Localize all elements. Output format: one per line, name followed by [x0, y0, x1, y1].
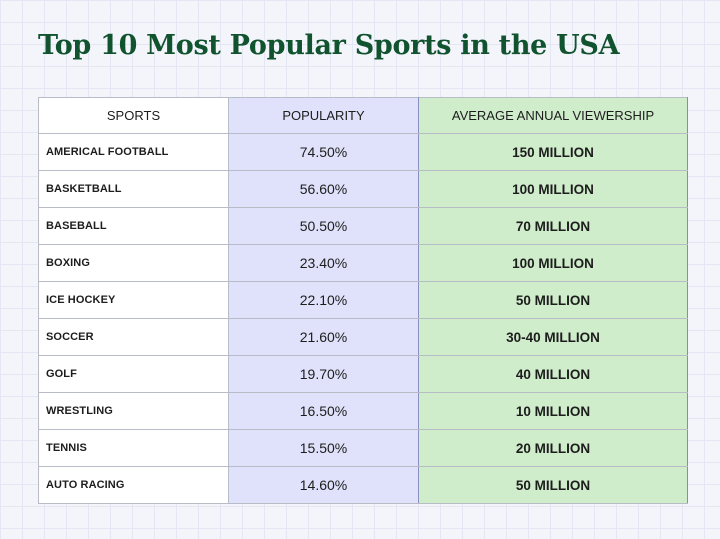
table-row: WRESTLING 16.50% 10 MILLION: [38, 392, 688, 430]
popularity-cell: 14.60%: [228, 466, 419, 504]
sport-cell: WRESTLING: [38, 392, 229, 430]
viewership-cell: 40 MILLION: [418, 355, 688, 393]
popularity-cell: 22.10%: [228, 281, 419, 319]
viewership-cell: 10 MILLION: [418, 392, 688, 430]
popularity-cell: 19.70%: [228, 355, 419, 393]
sport-cell: GOLF: [38, 355, 229, 393]
viewership-cell: 100 MILLION: [418, 244, 688, 282]
sport-cell: SOCCER: [38, 318, 229, 356]
sport-cell: AUTO RACING: [38, 466, 229, 504]
popularity-cell: 23.40%: [228, 244, 419, 282]
sport-cell: BASEBALL: [38, 207, 229, 245]
popularity-cell: 15.50%: [228, 429, 419, 467]
table-row: AMERICAL FOOTBALL 74.50% 150 MILLION: [38, 133, 688, 171]
header-popularity: POPULARITY: [228, 97, 419, 134]
popularity-cell: 50.50%: [228, 207, 419, 245]
popularity-cell: 16.50%: [228, 392, 419, 430]
viewership-cell: 20 MILLION: [418, 429, 688, 467]
sport-cell: AMERICAL FOOTBALL: [38, 133, 229, 171]
viewership-cell: 70 MILLION: [418, 207, 688, 245]
table-row: GOLF 19.70% 40 MILLION: [38, 355, 688, 393]
viewership-cell: 30-40 MILLION: [418, 318, 688, 356]
viewership-cell: 50 MILLION: [418, 281, 688, 319]
sports-popularity-table: SPORTS POPULARITY AVERAGE ANNUAL VIEWERS…: [38, 97, 688, 504]
page-title: Top 10 Most Popular Sports in the USA: [38, 30, 620, 61]
header-viewership: AVERAGE ANNUAL VIEWERSHIP: [418, 97, 688, 134]
table-header-row: SPORTS POPULARITY AVERAGE ANNUAL VIEWERS…: [38, 97, 688, 134]
viewership-cell: 150 MILLION: [418, 133, 688, 171]
table-row: BOXING 23.40% 100 MILLION: [38, 244, 688, 282]
table-row: ICE HOCKEY 22.10% 50 MILLION: [38, 281, 688, 319]
table-row: BASEBALL 50.50% 70 MILLION: [38, 207, 688, 245]
sport-cell: BASKETBALL: [38, 170, 229, 208]
table-row: BASKETBALL 56.60% 100 MILLION: [38, 170, 688, 208]
sport-cell: BOXING: [38, 244, 229, 282]
popularity-cell: 74.50%: [228, 133, 419, 171]
viewership-cell: 100 MILLION: [418, 170, 688, 208]
sport-cell: ICE HOCKEY: [38, 281, 229, 319]
table-row: TENNIS 15.50% 20 MILLION: [38, 429, 688, 467]
table-row: SOCCER 21.60% 30-40 MILLION: [38, 318, 688, 356]
popularity-cell: 56.60%: [228, 170, 419, 208]
popularity-cell: 21.60%: [228, 318, 419, 356]
viewership-cell: 50 MILLION: [418, 466, 688, 504]
sport-cell: TENNIS: [38, 429, 229, 467]
header-sports: SPORTS: [38, 97, 229, 134]
table-row: AUTO RACING 14.60% 50 MILLION: [38, 466, 688, 504]
